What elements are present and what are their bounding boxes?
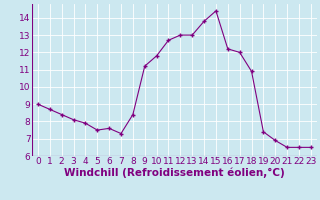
X-axis label: Windchill (Refroidissement éolien,°C): Windchill (Refroidissement éolien,°C) (64, 168, 285, 178)
